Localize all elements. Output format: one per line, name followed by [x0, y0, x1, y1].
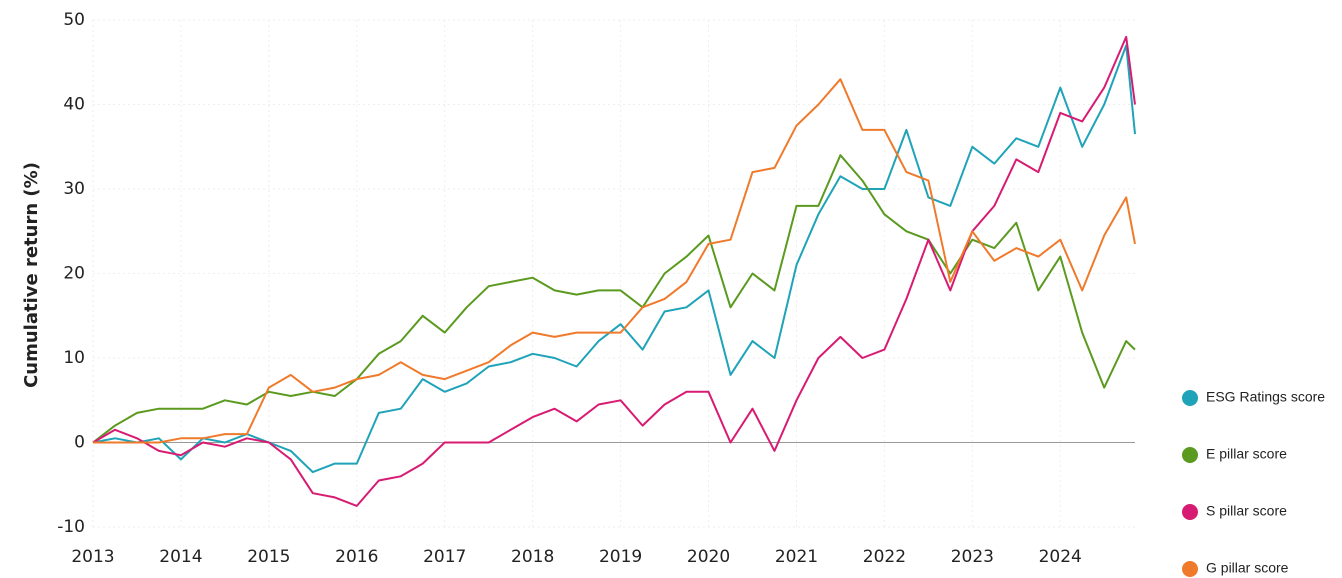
line-series [92, 154, 1136, 444]
y-tick-label: 10 [63, 348, 85, 368]
x-tick-label: 2019 [599, 547, 642, 567]
x-tick-label: 2016 [335, 547, 378, 567]
y-tick-label: 0 [74, 433, 85, 453]
y-tick-label: 40 [63, 95, 85, 115]
y-tick-label: -10 [57, 517, 85, 537]
line-series [92, 44, 1136, 474]
legend-marker [1182, 504, 1198, 520]
x-tick-label: 2021 [775, 547, 818, 567]
legend-label: G pillar score [1206, 560, 1289, 576]
x-tick-label: 2014 [159, 547, 202, 567]
x-tick-label: 2018 [511, 547, 554, 567]
legend-marker [1182, 390, 1198, 406]
y-tick-label: 20 [63, 264, 85, 284]
line-series [93, 78, 1136, 444]
legend-label: E pillar score [1206, 446, 1287, 462]
x-tick-label: 2020 [687, 547, 730, 567]
x-tick-label: 2013 [71, 547, 114, 567]
legend-marker [1182, 447, 1198, 463]
legend-marker [1182, 561, 1198, 577]
y-tick-label: 30 [63, 179, 85, 199]
legend-label: S pillar score [1206, 503, 1287, 519]
y-axis-label: Cumulative return (%) [21, 162, 42, 388]
x-tick-label: 2015 [247, 547, 290, 567]
x-tick-label: 2023 [951, 547, 994, 567]
y-tick-label: 50 [63, 10, 85, 30]
legend-label: ESG Ratings score [1206, 389, 1325, 405]
x-tick-label: 2024 [1039, 547, 1082, 567]
x-tick-label: 2022 [863, 547, 906, 567]
x-tick-label: 2017 [423, 547, 466, 567]
